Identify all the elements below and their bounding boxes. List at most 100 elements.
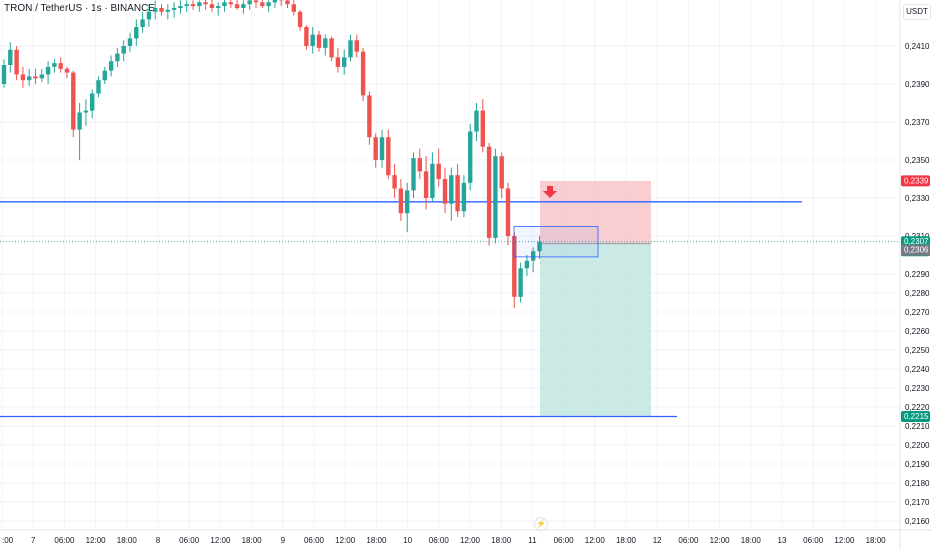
candle-body [461,182,467,212]
time-tick-label: 7 [31,536,36,545]
candle-body [159,8,164,12]
symbol-title: TRON / TetherUS · 1s · BINANCE [4,3,155,14]
time-tick-label: 18:00 [242,536,263,545]
price-tick-label: 0,2160 [905,517,930,526]
candle [165,4,170,20]
candle-body [27,76,32,81]
price-tick-label: 0,2170 [905,498,930,507]
price-axis[interactable]: 0,24100,23900,23700,23500,23300,23100,22… [905,42,930,526]
time-tick-label: 06:00 [803,536,824,545]
candle [493,148,498,244]
candle [253,0,259,8]
stop-price-tag-bg [901,175,930,187]
stop-price-tag: 0,2339 [901,175,930,187]
time-tick-label: 18:00 [741,536,762,545]
candle [468,123,473,191]
candle [367,91,372,145]
candle-body [33,76,38,79]
price-tick-label: 0,2330 [905,194,930,203]
candle [386,129,391,179]
time-tick-label: 06:00 [554,536,575,545]
candle-body [140,19,145,27]
candle [486,142,492,246]
candle [323,34,328,56]
time-tick-label: 18:00 [366,536,387,545]
entry-price-tag: 0,2306 [901,244,930,256]
candle-body [323,38,328,48]
candle-body [234,4,240,8]
candle [379,129,385,168]
candle-body [335,57,341,67]
time-tick-label: 12:00 [86,536,107,545]
candle-body [153,8,158,12]
candle [171,2,177,18]
candle-body [518,268,523,297]
price-tick-label: 0,2290 [905,270,930,279]
candle-body [222,2,227,7]
candle-body [360,51,366,96]
candle [505,182,511,246]
candle [178,0,183,14]
candle [518,262,523,303]
candle [58,57,63,73]
arrow-down-icon [543,186,557,198]
candle-body [449,175,454,204]
take-profit-zone [540,243,651,417]
time-tick-label: 10 [403,536,412,545]
candle-body [127,38,133,46]
candle-body [310,34,315,46]
time-tick-label: 12:00 [585,536,606,545]
candle-body [493,156,498,238]
candle-body [304,27,309,46]
candle [297,9,303,31]
candle [184,0,189,12]
candle-body [77,112,82,130]
price-tick-label: 0,2350 [905,156,930,165]
time-tick-label: 06:00 [179,536,200,545]
time-axis[interactable]: :00 7 06:00 12:00 18:00 8 06:00 12:00 18:00 9 06:0… [2,536,886,545]
candle [33,68,38,84]
candle-body [83,110,89,113]
candle-body [96,80,101,94]
time-tick-label: 06:00 [678,536,699,545]
candle-body [39,74,44,79]
candle-body [108,61,114,71]
price-tick-label: 0,2270 [905,308,930,317]
candle-body [285,0,290,5]
candle [272,0,278,8]
candle [241,0,246,14]
candle [455,163,460,217]
candle [222,0,227,12]
candle [102,66,107,84]
candle-body [499,156,504,189]
candle [108,55,114,77]
price-tick-label: 0,2200 [905,441,930,450]
candle-body [423,171,429,198]
price-tick-label: 0,2210 [905,422,930,431]
candle [39,68,44,83]
candle [461,175,467,217]
candle [304,25,309,50]
candle [8,42,13,73]
time-tick-label: 12:00 [460,536,481,545]
candle [310,27,315,54]
candle-body [52,63,57,67]
time-tick-label: 13 [778,536,787,545]
currency-button[interactable]: USDT [903,4,931,20]
candle [480,99,485,153]
candle [121,40,126,62]
candle [64,66,70,79]
time-tick-label: 11 [528,536,537,545]
horizontal-levels [0,201,900,418]
candle-body [411,158,416,191]
candle-body [184,4,189,7]
candle-body [216,6,221,8]
candle-body [241,4,246,8]
price-tick-label: 0,2260 [905,327,930,336]
candle [411,152,416,198]
candle-body [272,0,278,3]
candle-body [90,93,95,111]
candle-body [524,260,530,269]
